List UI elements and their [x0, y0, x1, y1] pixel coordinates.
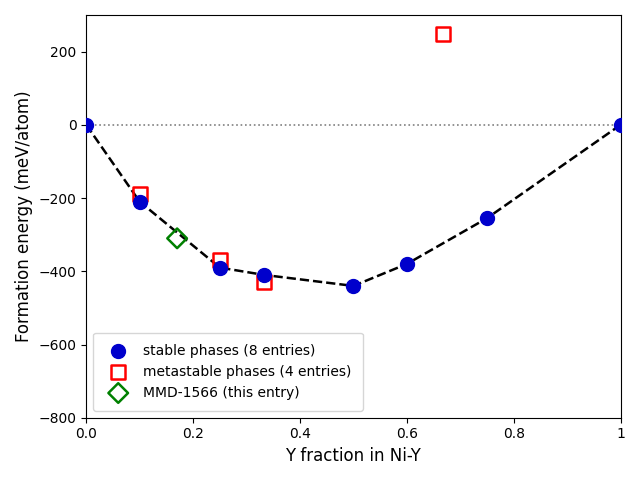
stable phases (8 entries) — [348, 282, 358, 290]
stable phases (8 entries) — [402, 260, 412, 268]
Legend: stable phases (8 entries), metastable phases (4 entries), MMD-1566 (this entry): stable phases (8 entries), metastable ph… — [93, 333, 363, 411]
metastable phases (4 entries) — [215, 256, 225, 264]
metastable phases (4 entries) — [438, 30, 448, 38]
stable phases (8 entries) — [482, 215, 492, 222]
stable phases (8 entries) — [215, 264, 225, 272]
stable phases (8 entries) — [81, 121, 92, 129]
metastable phases (4 entries) — [134, 191, 145, 198]
metastable phases (4 entries) — [259, 278, 269, 286]
Y-axis label: Formation energy (meV/atom): Formation energy (meV/atom) — [15, 91, 33, 342]
stable phases (8 entries) — [259, 271, 269, 279]
X-axis label: Y fraction in Ni-Y: Y fraction in Ni-Y — [285, 447, 421, 465]
stable phases (8 entries) — [134, 198, 145, 205]
MMD-1566 (this entry) — [172, 235, 182, 242]
stable phases (8 entries) — [616, 121, 626, 129]
